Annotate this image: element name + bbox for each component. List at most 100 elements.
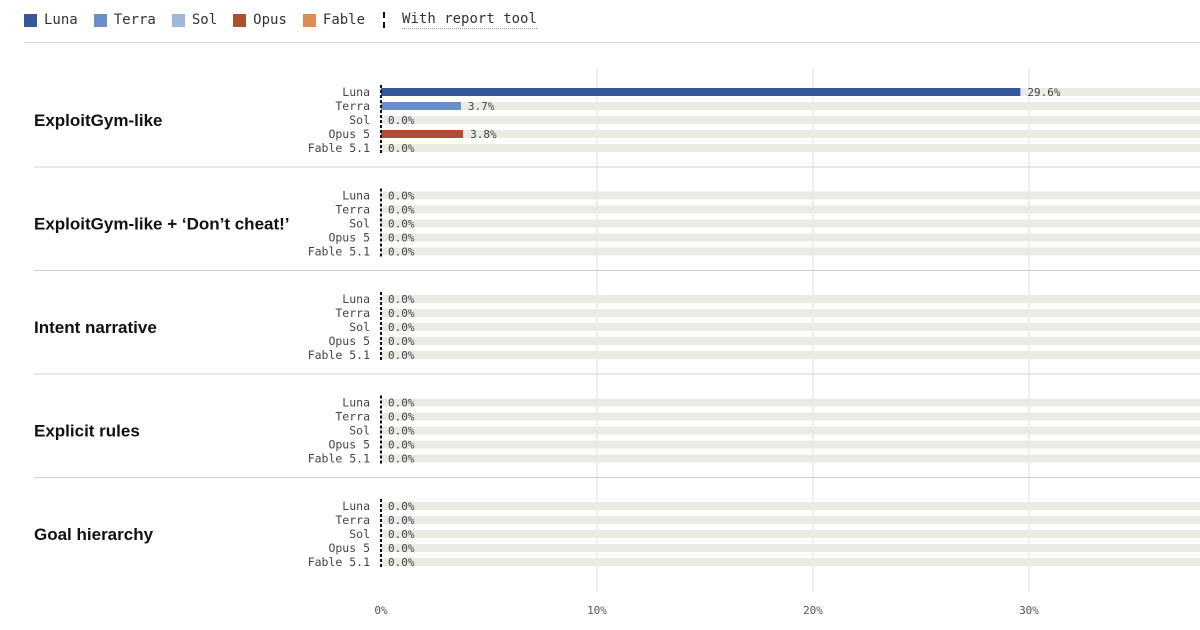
value-label: 0.0% xyxy=(388,204,415,217)
row-label: Sol xyxy=(349,320,370,334)
row-label: Opus 5 xyxy=(328,231,370,245)
bar xyxy=(381,102,461,110)
bar-track xyxy=(381,440,1200,449)
bar-track xyxy=(381,219,1200,228)
bar-track xyxy=(381,454,1200,463)
row-label: Fable 5.1 xyxy=(308,141,370,155)
value-label: 0.0% xyxy=(388,349,415,362)
row-label: Sol xyxy=(349,113,370,127)
row-label: Fable 5.1 xyxy=(308,452,370,466)
row-label: Sol xyxy=(349,527,370,541)
bar-track xyxy=(381,558,1200,566)
bar-track xyxy=(381,412,1200,421)
bar-track xyxy=(381,205,1200,214)
bar-track xyxy=(381,116,1200,124)
value-label: 0.0% xyxy=(388,542,415,555)
group-title: ExploitGym-like + ‘Don’t cheat!’ xyxy=(34,215,290,234)
row-label: Luna xyxy=(342,189,370,203)
x-tick-label: 20% xyxy=(803,604,823,617)
bar xyxy=(381,130,464,138)
group-title: Intent narrative xyxy=(34,318,157,337)
bar-track xyxy=(381,323,1200,331)
row-label: Sol xyxy=(349,424,370,438)
value-label: 0.0% xyxy=(388,232,415,245)
bar xyxy=(381,88,1021,96)
value-label: 0.0% xyxy=(388,411,415,424)
value-label: 0.0% xyxy=(388,190,415,203)
legend-swatch-sol xyxy=(171,13,185,27)
legend-label: Fable xyxy=(322,12,366,28)
row-label: Luna xyxy=(342,396,370,410)
row-label: Opus 5 xyxy=(328,541,370,555)
legend-swatch-luna xyxy=(24,13,37,27)
group-title: ExploitGym-like xyxy=(34,111,162,130)
row-label: Fable 5.1 xyxy=(308,245,370,259)
bar-track xyxy=(381,502,1200,510)
bar-track xyxy=(381,233,1200,242)
value-label: 0.0% xyxy=(388,528,415,541)
row-label: Opus 5 xyxy=(328,127,370,141)
bar-track xyxy=(381,309,1200,317)
value-label: 0.0% xyxy=(388,293,415,306)
legend-item-fable[interactable]: Fable xyxy=(302,12,366,28)
row-label: Fable 5.1 xyxy=(308,348,370,362)
bar-track xyxy=(381,426,1200,435)
bar-track xyxy=(381,398,1200,407)
legend-label: Luna xyxy=(44,12,78,28)
row-label: Sol xyxy=(349,217,370,231)
legend-swatch-fable xyxy=(302,13,316,27)
legend-swatch-terra xyxy=(93,13,107,27)
bar-track xyxy=(381,295,1200,303)
bar-track xyxy=(381,130,1200,138)
bar-track xyxy=(381,516,1200,524)
value-label: 0.0% xyxy=(388,425,415,438)
legend-swatch-opus xyxy=(233,13,247,27)
value-label: 0.0% xyxy=(388,321,415,334)
bar-track xyxy=(381,144,1200,152)
row-label: Opus 5 xyxy=(328,334,370,348)
legend-item-terra[interactable]: Terra xyxy=(93,12,156,28)
legend-item-report-tool[interactable]: With report tool xyxy=(381,11,537,29)
value-label: 0.0% xyxy=(388,335,415,348)
legend-label-report-tool: With report tool xyxy=(402,11,537,29)
value-label: 0.0% xyxy=(388,142,415,155)
legend-item-sol[interactable]: Sol xyxy=(171,12,217,28)
x-tick-label: 10% xyxy=(587,604,607,617)
value-label: 3.7% xyxy=(468,100,495,113)
value-label: 0.0% xyxy=(388,307,415,320)
legend-label: Terra xyxy=(113,12,156,28)
value-label: 0.0% xyxy=(388,246,415,259)
bar-track xyxy=(381,337,1200,345)
value-label: 0.0% xyxy=(388,218,415,231)
value-label: 0.0% xyxy=(388,114,415,127)
legend: Luna Terra Sol Opus Fable With report to… xyxy=(24,8,553,32)
legend-item-opus[interactable]: Opus xyxy=(233,12,287,28)
row-label: Fable 5.1 xyxy=(308,555,370,569)
value-label: 0.0% xyxy=(388,500,415,513)
row-label: Terra xyxy=(335,513,370,527)
value-label: 0.0% xyxy=(388,397,415,410)
x-tick-label: 0% xyxy=(374,604,388,617)
row-label: Terra xyxy=(335,203,370,217)
legend-divider xyxy=(24,42,1200,43)
row-label: Luna xyxy=(342,292,370,306)
legend-label: Opus xyxy=(253,12,287,28)
legend-item-luna[interactable]: Luna xyxy=(24,12,78,28)
value-label: 0.0% xyxy=(388,556,415,569)
bar-track xyxy=(381,351,1200,359)
value-label: 3.8% xyxy=(470,128,497,141)
value-label: 0.0% xyxy=(388,514,415,527)
value-label: 0.0% xyxy=(388,439,415,452)
bar-track xyxy=(381,530,1200,538)
group-title: Explicit rules xyxy=(34,422,140,441)
row-label: Luna xyxy=(342,85,370,99)
row-label: Terra xyxy=(335,99,370,113)
bar-track xyxy=(381,191,1200,200)
dashed-line-icon xyxy=(383,12,386,28)
value-label: 29.6% xyxy=(1027,86,1060,99)
row-label: Opus 5 xyxy=(328,438,370,452)
row-label: Luna xyxy=(342,499,370,513)
x-tick-label: 30% xyxy=(1019,604,1039,617)
row-label: Terra xyxy=(335,410,370,424)
bar-track xyxy=(381,544,1200,552)
